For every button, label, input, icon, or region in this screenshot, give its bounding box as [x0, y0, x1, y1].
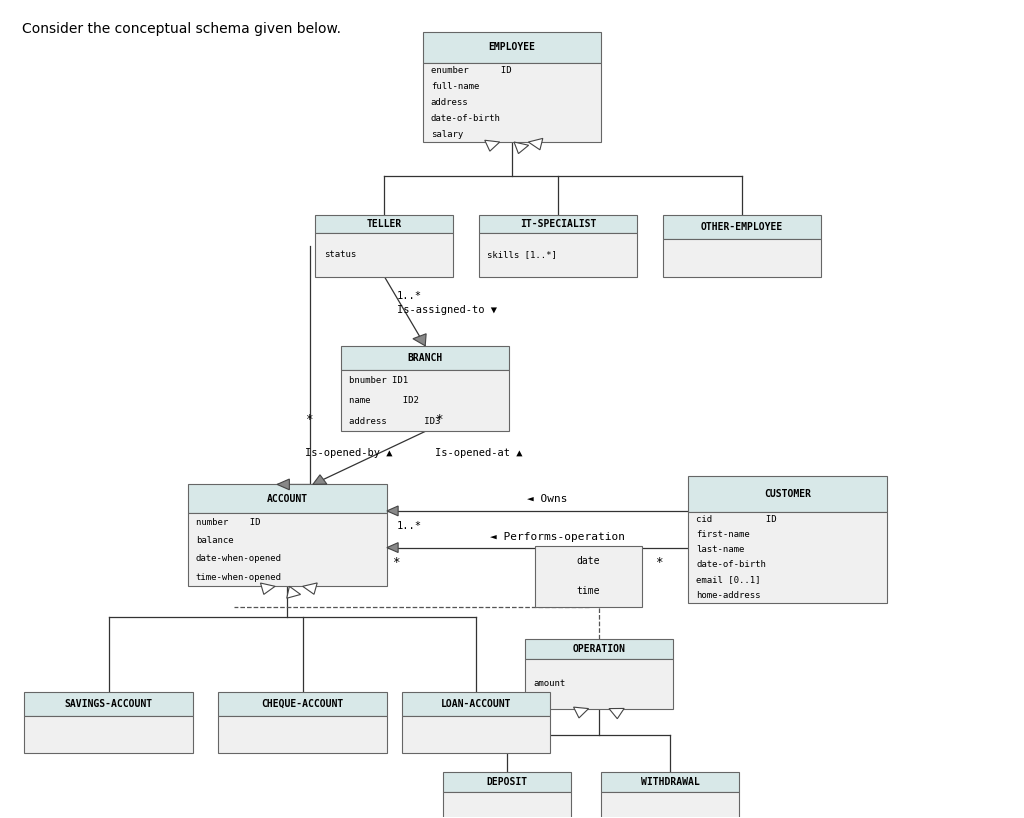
Text: date: date — [577, 556, 600, 566]
Text: time-when-opened: time-when-opened — [196, 573, 282, 582]
Text: *: * — [305, 413, 312, 425]
Text: ◄ Owns: ◄ Owns — [527, 494, 568, 505]
Polygon shape — [413, 334, 426, 346]
Text: balance: balance — [196, 536, 233, 545]
Text: skills [1..*]: skills [1..*] — [487, 250, 557, 259]
Text: CHEQUE-ACCOUNT: CHEQUE-ACCOUNT — [261, 699, 344, 709]
Bar — [341, 346, 510, 370]
Text: address: address — [431, 98, 468, 107]
Text: first-name: first-name — [696, 530, 751, 539]
Text: date-when-opened: date-when-opened — [196, 555, 282, 564]
Polygon shape — [313, 474, 327, 484]
Bar — [315, 215, 454, 232]
Bar — [663, 215, 821, 239]
Text: 1..*: 1..* — [396, 291, 422, 302]
Bar — [663, 239, 821, 276]
Polygon shape — [484, 140, 500, 151]
Bar — [479, 232, 637, 276]
Text: salary: salary — [431, 129, 463, 138]
Text: date-of-birth: date-of-birth — [696, 560, 766, 569]
Text: name      ID2: name ID2 — [349, 396, 419, 405]
Text: ACCOUNT: ACCOUNT — [267, 494, 308, 504]
Text: LOAN-ACCOUNT: LOAN-ACCOUNT — [441, 699, 512, 709]
Polygon shape — [387, 542, 398, 552]
Bar — [601, 772, 739, 793]
Text: home-address: home-address — [696, 591, 761, 600]
Bar — [25, 692, 193, 716]
Bar — [688, 511, 888, 603]
Bar — [341, 370, 510, 431]
Polygon shape — [260, 583, 275, 595]
Text: BRANCH: BRANCH — [408, 353, 442, 363]
Bar — [315, 232, 454, 276]
Text: bnumber ID1: bnumber ID1 — [349, 375, 409, 384]
Text: time: time — [577, 587, 600, 596]
Text: CUSTOMER: CUSTOMER — [764, 489, 811, 499]
Text: *: * — [655, 555, 663, 569]
Text: amount: amount — [532, 679, 565, 688]
Bar — [524, 658, 673, 708]
Text: number    ID: number ID — [196, 518, 260, 527]
Text: WITHDRAWAL: WITHDRAWAL — [641, 777, 699, 787]
Bar — [688, 476, 888, 511]
Bar — [402, 716, 550, 753]
Text: date-of-birth: date-of-birth — [431, 114, 501, 123]
Bar — [25, 716, 193, 753]
Text: 1..*: 1..* — [397, 520, 422, 531]
Text: full-name: full-name — [431, 82, 479, 91]
Bar — [443, 772, 570, 793]
Text: TELLER: TELLER — [367, 219, 402, 229]
Text: IT-SPECIALIST: IT-SPECIALIST — [520, 219, 596, 229]
Bar — [218, 692, 387, 716]
Text: *: * — [392, 555, 399, 569]
Bar — [187, 484, 387, 513]
Bar — [479, 215, 637, 232]
Bar — [423, 63, 601, 142]
Text: Is-opened-by ▲: Is-opened-by ▲ — [305, 448, 392, 458]
Polygon shape — [387, 506, 398, 516]
Polygon shape — [514, 142, 528, 154]
Polygon shape — [609, 708, 625, 719]
Bar — [535, 546, 642, 607]
Polygon shape — [528, 138, 543, 150]
Bar — [524, 640, 673, 658]
Text: last-name: last-name — [696, 545, 744, 554]
Bar — [423, 32, 601, 63]
Text: enumber      ID: enumber ID — [431, 66, 511, 75]
Text: OTHER-EMPLOYEE: OTHER-EMPLOYEE — [700, 222, 783, 232]
Text: Is-assigned-to ▼: Is-assigned-to ▼ — [396, 304, 497, 315]
Text: DEPOSIT: DEPOSIT — [486, 777, 527, 787]
Bar — [443, 793, 570, 818]
Text: cid          ID: cid ID — [696, 515, 777, 524]
Text: Is-opened-at ▲: Is-opened-at ▲ — [435, 448, 523, 458]
Polygon shape — [303, 583, 317, 595]
Text: SAVINGS-ACCOUNT: SAVINGS-ACCOUNT — [65, 699, 153, 709]
Bar — [601, 793, 739, 818]
Text: email [0..1]: email [0..1] — [696, 575, 761, 584]
Text: EMPLOYEE: EMPLOYEE — [488, 43, 536, 52]
Polygon shape — [278, 479, 290, 490]
Text: ◄ Performs-operation: ◄ Performs-operation — [490, 532, 626, 542]
Bar — [402, 692, 550, 716]
Text: address       ID3: address ID3 — [349, 416, 440, 425]
Text: status: status — [324, 250, 355, 259]
Bar — [187, 513, 387, 587]
Text: *: * — [435, 413, 443, 425]
Polygon shape — [573, 707, 589, 718]
Text: Consider the conceptual schema given below.: Consider the conceptual schema given bel… — [22, 22, 341, 36]
Text: OPERATION: OPERATION — [572, 644, 626, 654]
Bar — [218, 716, 387, 753]
Polygon shape — [287, 587, 301, 598]
